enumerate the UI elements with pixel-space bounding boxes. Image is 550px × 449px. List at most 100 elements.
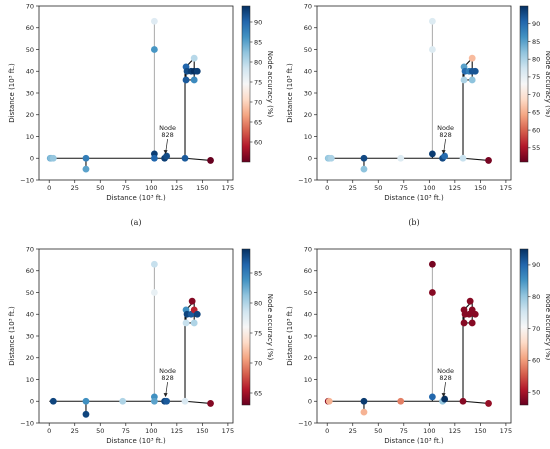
y-tick-label: 60 [304, 24, 312, 32]
x-tick-label: 125 [449, 427, 461, 435]
y-tick-label: 0 [30, 155, 34, 163]
node-point [163, 152, 171, 160]
node-point [82, 397, 90, 405]
node-point [150, 46, 158, 53]
y-tick-label: 40 [26, 311, 34, 319]
annotation-text: Node [437, 124, 454, 132]
feeder-lines [49, 299, 211, 413]
colorbar-tick-label: 60 [254, 138, 262, 146]
node-point [360, 165, 368, 173]
colorbar-label: Node accuracy (%) [266, 294, 274, 361]
y-tick-label: 50 [304, 46, 312, 54]
colorbar-tick-label: 70 [532, 91, 540, 99]
node-point [82, 165, 90, 173]
x-tick-label: 175 [500, 427, 512, 435]
x-tick-label: 50 [374, 184, 382, 192]
y-tick-label: 30 [304, 332, 312, 340]
colorbar-tick-label: 70 [532, 325, 540, 333]
x-tick-label: 0 [325, 184, 329, 192]
x-tick-label: 125 [171, 427, 183, 435]
y-tick-label: −10 [20, 419, 34, 427]
x-tick-label: 0 [47, 427, 51, 435]
node-point [459, 397, 467, 405]
node-point [181, 154, 189, 162]
node-point [193, 67, 201, 75]
x-tick-label: 75 [400, 184, 408, 192]
y-tick-label: 60 [26, 267, 34, 275]
colorbar-tick-label: 90 [254, 18, 262, 26]
annotation-arrowhead [163, 150, 168, 155]
node-point [397, 154, 405, 162]
x-tick-label: 150 [474, 184, 486, 192]
node-point [360, 154, 368, 162]
colorbar-tick-label: 80 [532, 55, 540, 63]
node-point [150, 17, 158, 25]
y-tick-label: 30 [26, 332, 34, 340]
node-point [485, 400, 492, 407]
node-point [397, 397, 405, 405]
annotation-text: 828 [161, 131, 173, 139]
colorbar-tick-label: 60 [532, 126, 540, 134]
colorbar-tick-label: 80 [254, 58, 262, 66]
x-tick-label: 125 [171, 184, 183, 192]
colorbar-tick-label: 85 [532, 38, 540, 46]
y-tick-label: 30 [304, 89, 312, 97]
node-point [441, 152, 449, 160]
node-point [207, 400, 214, 407]
y-tick-label: 10 [304, 376, 312, 384]
main-feeder-line [49, 70, 198, 159]
colorbar-tick-label: 65 [254, 389, 262, 397]
y-tick-label: 20 [26, 111, 34, 119]
y-tick-label: 10 [304, 133, 312, 141]
node-point [360, 408, 368, 416]
x-tick-label: 75 [122, 427, 130, 435]
node-point [325, 397, 333, 405]
node-point [150, 154, 158, 162]
annotation-text: 828 [439, 374, 451, 382]
annotation-arrowhead [441, 393, 446, 398]
node-point [459, 154, 467, 162]
chart-panel: 0 25 50 75 100 125 150 175 −10 0 10 20 30 40 50 60 70 Dis… [286, 245, 550, 445]
x-tick-label: 100 [423, 184, 435, 192]
node-point [190, 54, 198, 62]
node-point [460, 319, 468, 327]
subplot-label: (b) [408, 218, 419, 227]
y-tick-label: 60 [304, 267, 312, 275]
x-tick-label: 100 [145, 427, 157, 435]
node-point [190, 76, 198, 84]
x-tick-label: 150 [196, 184, 208, 192]
x-tick-label: 25 [349, 184, 357, 192]
node-point [49, 154, 57, 162]
node-point [188, 297, 196, 305]
x-tick-label: 25 [349, 427, 357, 435]
y-tick-label: 20 [304, 111, 312, 119]
colorbar-tick-label: 90 [532, 20, 540, 28]
annotation-text: Node [437, 367, 454, 375]
node-point [468, 319, 476, 327]
colorbar-tick-label: 55 [532, 144, 540, 152]
x-tick-label: 50 [96, 184, 104, 192]
x-tick-label: 175 [500, 184, 512, 192]
colorbar-tick-label: 75 [254, 78, 262, 86]
node-point [82, 154, 90, 162]
y-axis-label: Distance (10³ ft.) [8, 63, 16, 123]
x-tick-label: 100 [145, 184, 157, 192]
chart-panel: 0 25 50 75 100 125 150 175 −10 0 10 20 30 40 50 60 70 Dis… [8, 2, 274, 227]
node-point [150, 397, 158, 405]
x-tick-label: 150 [196, 427, 208, 435]
colorbar-tick-label: 70 [254, 98, 262, 106]
y-tick-label: 10 [26, 133, 34, 141]
feeder-branch-line [184, 400, 211, 404]
y-axis-label: Distance (10³ ft.) [286, 306, 294, 366]
x-axis-label: Distance (10³ ft.) [384, 437, 444, 445]
y-tick-label: 70 [26, 2, 34, 10]
chart-panel: 0 25 50 75 100 125 150 175 −10 0 10 20 30 40 50 60 70 Dis… [8, 245, 274, 445]
y-tick-label: −10 [298, 176, 312, 184]
colorbar-tick-label: 80 [254, 299, 262, 307]
y-tick-label: 30 [26, 89, 34, 97]
x-tick-label: 175 [222, 427, 234, 435]
colorbar-tick-label: 90 [532, 261, 540, 269]
y-tick-label: 70 [304, 245, 312, 253]
colorbar-tick-label: 75 [532, 73, 540, 81]
